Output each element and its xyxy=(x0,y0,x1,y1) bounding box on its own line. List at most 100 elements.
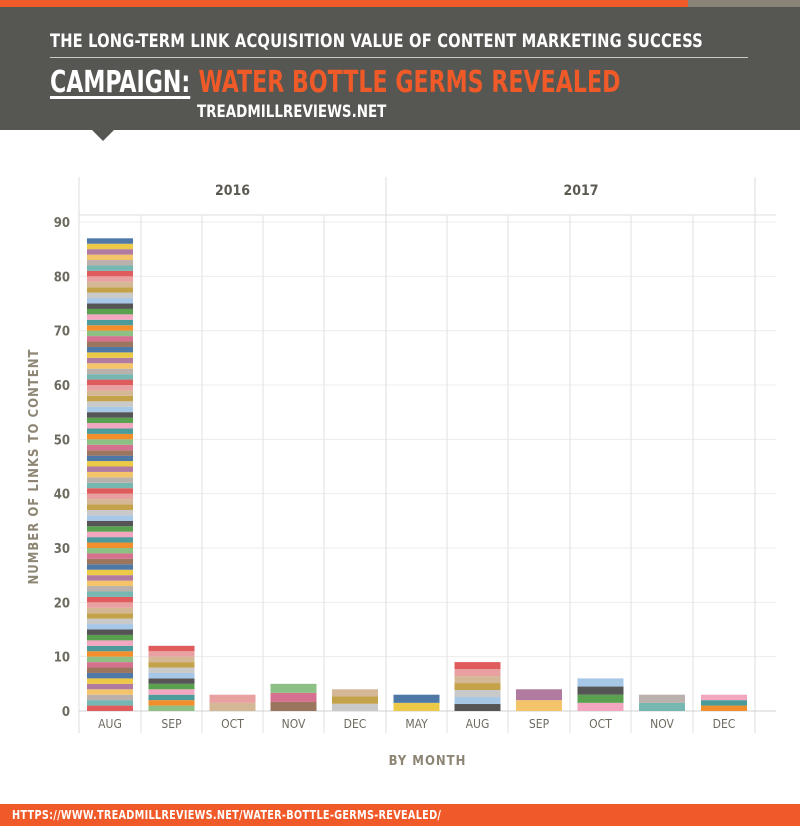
bar-segment-aug-0-55 xyxy=(87,406,133,413)
x-tick-label-1: SEP xyxy=(161,717,182,731)
bar-segment-aug-0-74 xyxy=(87,303,133,309)
bar-segment-aug-0-80 xyxy=(87,270,133,277)
bar-segment-aug-0-41 xyxy=(87,482,133,489)
bar-segment-aug-6-2 xyxy=(454,690,501,698)
y-tick-label-80: 80 xyxy=(54,270,70,285)
bar-segment-aug-0-42 xyxy=(87,477,133,483)
bar-segment-oct-2-0 xyxy=(209,702,256,711)
y-tick-label-20: 20 xyxy=(54,596,70,611)
bar-segment-aug-6-1 xyxy=(454,697,501,705)
bar-segment-aug-0-32 xyxy=(87,531,133,538)
y-tick-label-10: 10 xyxy=(54,651,70,666)
site-name: TREADMILLREVIEWS.NET xyxy=(197,102,387,122)
bar-segment-aug-0-72 xyxy=(87,314,133,320)
bar-segment-nov-3-0 xyxy=(270,701,317,711)
bar-segment-aug-0-35 xyxy=(87,515,133,521)
bar-segment-aug-0-38 xyxy=(87,499,133,505)
bar-segment-aug-0-39 xyxy=(87,493,133,500)
bar-segment-aug-0-61 xyxy=(87,374,133,380)
x-tick-label-3: NOV xyxy=(282,717,306,731)
bar-segment-aug-6-6 xyxy=(454,662,501,670)
bar-segment-may-5-0 xyxy=(393,702,440,711)
bar-segment-aug-0-69 xyxy=(87,330,133,337)
bar-segment-oct-8-1 xyxy=(577,694,624,703)
bar-segment-aug-0-51 xyxy=(87,428,133,434)
y-tick-label-30: 30 xyxy=(54,542,70,557)
header-notch xyxy=(92,130,114,141)
bar-segment-aug-0-4 xyxy=(87,683,133,690)
bar-segment-aug-0-40 xyxy=(87,488,133,494)
bar-segment-aug-0-76 xyxy=(87,292,133,299)
bar-segment-sep-1-9 xyxy=(148,656,195,663)
bar-segment-aug-0-64 xyxy=(87,357,133,364)
header-divider xyxy=(50,57,748,58)
bar-segment-aug-0-65 xyxy=(87,352,133,358)
bar-segment-aug-0-81 xyxy=(87,265,133,271)
y-tick-label-70: 70 xyxy=(54,325,70,340)
bar-segment-sep-1-0 xyxy=(148,705,195,711)
bar-segment-aug-0-82 xyxy=(87,260,133,266)
bar-segment-aug-0-67 xyxy=(87,341,133,347)
bar-segment-aug-0-71 xyxy=(87,319,133,326)
campaign-colon: : xyxy=(181,65,191,100)
x-tick-label-8: OCT xyxy=(589,717,612,731)
bar-segment-aug-0-45 xyxy=(87,461,133,467)
bar-segment-aug-0-11 xyxy=(87,645,133,652)
bar-segment-aug-0-27 xyxy=(87,558,133,565)
bar-segment-aug-0-43 xyxy=(87,471,133,478)
bar-segment-aug-0-28 xyxy=(87,553,133,559)
bar-segment-sep-1-8 xyxy=(148,662,195,668)
bar-segment-aug-0-15 xyxy=(87,624,133,630)
bar-segment-aug-0-68 xyxy=(87,336,133,342)
top-accent-grey xyxy=(688,0,800,7)
bar-segment-aug-0-53 xyxy=(87,417,133,424)
bar-segment-aug-0-33 xyxy=(87,526,133,532)
bar-segment-aug-0-85 xyxy=(87,243,133,250)
x-tick-label-10: DEC xyxy=(713,717,736,731)
bar-segment-aug-6-0 xyxy=(454,704,501,711)
bar-segment-aug-0-34 xyxy=(87,520,133,527)
footer-bar: HTTPS://WWW.TREADMILLREVIEWS.NET/WATER-B… xyxy=(0,804,800,826)
bar-segment-oct-2-1 xyxy=(209,694,256,703)
bar-segment-aug-0-86 xyxy=(87,238,133,244)
campaign-name: WATER BOTTLE GERMS REVEALED xyxy=(198,65,621,100)
bar-segment-dec-10-0 xyxy=(701,705,747,711)
bar-segment-aug-0-1 xyxy=(87,700,133,706)
bar-segment-aug-0-23 xyxy=(87,580,133,587)
bar-segment-dec-4-1 xyxy=(332,696,378,704)
bar-segment-aug-0-83 xyxy=(87,254,133,261)
x-tick-label-7: SEP xyxy=(529,717,550,731)
bar-segment-aug-0-50 xyxy=(87,433,133,440)
bar-segment-aug-0-58 xyxy=(87,390,133,396)
bar-segment-aug-6-4 xyxy=(454,676,501,684)
bar-segment-aug-0-25 xyxy=(87,569,133,576)
bar-segment-sep-7-0 xyxy=(516,700,562,711)
bar-segment-aug-0-66 xyxy=(87,346,133,353)
bar-segment-aug-0-62 xyxy=(87,368,133,375)
bar-segment-aug-0-73 xyxy=(87,308,133,315)
bar-segment-aug-0-37 xyxy=(87,504,133,510)
bar-segment-dec-10-1 xyxy=(701,700,747,706)
bar-segment-aug-0-20 xyxy=(87,596,133,603)
x-tick-label-6: AUG xyxy=(466,717,490,731)
year-label-2017: 2017 xyxy=(563,183,598,199)
bar-segment-aug-0-12 xyxy=(87,640,133,646)
bar-segment-may-5-1 xyxy=(393,694,440,703)
bar-segment-aug-0-44 xyxy=(87,466,133,472)
bar-segment-aug-0-8 xyxy=(87,662,133,668)
x-tick-label-9: NOV xyxy=(650,717,674,731)
bar-segment-aug-0-84 xyxy=(87,249,133,255)
x-axis-title: BY MONTH xyxy=(389,754,467,769)
bar-segment-dec-10-2 xyxy=(701,694,747,701)
bar-segment-aug-0-57 xyxy=(87,395,133,402)
bar-segment-sep-1-2 xyxy=(148,694,195,701)
bar-segment-aug-0-13 xyxy=(87,634,133,641)
bar-segment-aug-0-52 xyxy=(87,423,133,429)
y-axis-title: NUMBER OF LINKS TO CONTENT xyxy=(27,348,42,584)
bar-segment-nov-3-1 xyxy=(270,692,317,702)
bar-segment-oct-8-2 xyxy=(577,686,624,695)
bar-segment-aug-0-63 xyxy=(87,363,133,369)
bar-segment-nov-9-1 xyxy=(639,694,685,703)
x-tick-label-5: MAY xyxy=(405,717,428,731)
bar-segment-aug-0-46 xyxy=(87,455,133,462)
